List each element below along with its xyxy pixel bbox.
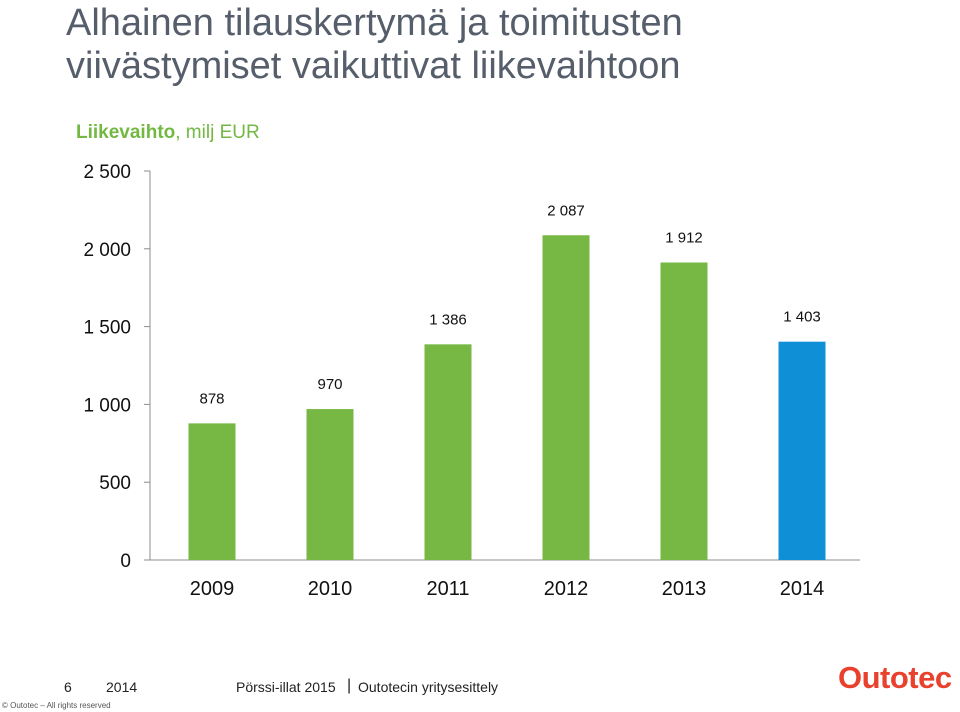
slide-title: Alhainen tilauskertymä ja toimitusten vi… — [66, 2, 683, 88]
bar-2010 — [306, 409, 354, 560]
data-label-2012: 2 087 — [547, 202, 585, 219]
x-tick-label-2012: 2012 — [544, 578, 589, 600]
x-tick-label-2009: 2009 — [190, 578, 235, 600]
data-label-2013: 1 912 — [665, 229, 703, 246]
chart-subtitle-unit: , milj EUR — [175, 122, 260, 143]
copyright-notice: © Outotec – All rights reserved — [2, 701, 111, 710]
y-tick-label: 1 500 — [83, 318, 131, 339]
footer-page-number: 6 — [64, 679, 72, 695]
revenue-bar-chart: 0 500 1 000 1 500 2 000 2 500 878 2009 970 2010 1 … — [83, 162, 860, 600]
footer-topic: Outotecin yritysesittely — [358, 679, 499, 695]
y-tick-label: 0 — [120, 551, 131, 572]
slide-title-line-2: viivästymiset vaikuttivat liikevaihtoon — [66, 45, 681, 87]
footer-event: Pörssi-illat 2015 — [236, 679, 336, 695]
x-tick-label-2013: 2013 — [662, 578, 707, 600]
bar-2014 — [778, 341, 826, 560]
x-tick-label-2010: 2010 — [308, 578, 353, 600]
chart-subtitle-bold: Liikevaihto — [76, 122, 176, 143]
chart-subtitle: Liikevaihto, milj EUR — [76, 122, 260, 144]
data-label-2014: 1 403 — [783, 309, 821, 326]
data-label-2009: 878 — [199, 390, 224, 407]
x-tick-label-2011: 2011 — [426, 578, 469, 600]
y-tick-label: 2 500 — [83, 162, 131, 183]
bar-2013 — [660, 262, 708, 560]
y-tick-label: 1 000 — [83, 395, 131, 416]
slide-title-line-1: Alhainen tilauskertymä ja toimitusten — [66, 2, 683, 44]
data-label-2010: 970 — [317, 376, 342, 393]
bar-2011 — [424, 344, 472, 560]
y-tick-label: 500 — [99, 473, 131, 494]
data-label-2011: 1 386 — [429, 311, 467, 328]
footer-separator: | — [347, 677, 352, 694]
bar-2012 — [542, 235, 590, 560]
footer-year: 2014 — [106, 679, 138, 695]
bar-2009 — [188, 423, 236, 560]
x-tick-label-2014: 2014 — [780, 578, 825, 600]
y-tick-label: 2 000 — [83, 240, 131, 261]
outotec-logo: Outotec — [838, 660, 952, 695]
